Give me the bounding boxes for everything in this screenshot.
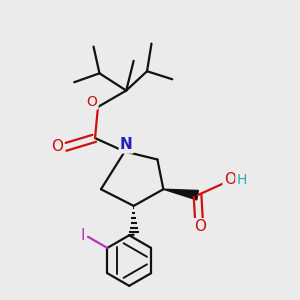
Polygon shape [164,189,198,200]
Text: O: O [194,219,206,234]
Text: H: H [236,173,247,187]
Text: O: O [87,94,98,109]
Text: I: I [80,228,85,243]
Text: O: O [224,172,236,187]
Text: N: N [120,137,133,152]
Text: O: O [51,139,63,154]
